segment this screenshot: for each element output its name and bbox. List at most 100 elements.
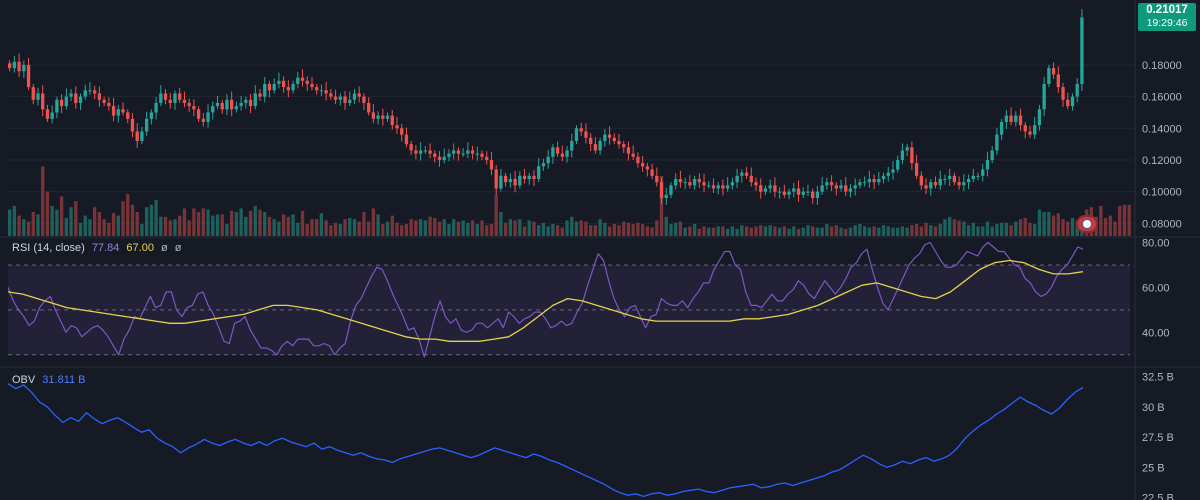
- volume-bar: [107, 222, 111, 236]
- volume-bar: [50, 206, 54, 236]
- candle-body: [433, 153, 437, 157]
- volume-bar: [763, 226, 768, 236]
- volume-bar: [102, 219, 106, 236]
- volume-bar: [990, 226, 994, 236]
- volume-bar: [263, 212, 267, 236]
- volume-bar: [1018, 219, 1023, 236]
- candle-body: [390, 115, 394, 126]
- volume-bar: [291, 214, 295, 236]
- volume-bar: [896, 227, 900, 236]
- candle-body: [834, 185, 838, 189]
- volume-bar: [655, 220, 659, 236]
- volume-bar: [64, 218, 68, 236]
- candle-body: [844, 185, 848, 192]
- volume-bar: [45, 191, 50, 236]
- candle-body: [532, 175, 536, 179]
- volume-bar: [1056, 213, 1060, 236]
- candle-body: [612, 137, 616, 141]
- volume-bar: [773, 226, 777, 236]
- candle-body: [527, 175, 531, 179]
- rsi-legend[interactable]: RSI (14, close) 77.84 67.00 ø ø: [12, 242, 186, 254]
- volume-bar: [910, 225, 914, 236]
- candle-body: [367, 102, 371, 113]
- candle-body: [338, 96, 342, 100]
- volume-bar: [900, 226, 905, 236]
- volume-bar: [296, 222, 300, 236]
- price-tick-label: 0.16000: [1142, 92, 1182, 104]
- candle-body: [154, 102, 158, 113]
- volume-bar: [230, 210, 234, 236]
- volume-bar: [603, 222, 607, 236]
- volume-bar: [914, 224, 919, 236]
- volume-bar: [499, 212, 503, 236]
- volume-bar: [560, 227, 564, 236]
- volume-bar: [442, 219, 446, 236]
- candle-body: [910, 147, 914, 164]
- candle-body: [376, 115, 380, 119]
- obv-legend[interactable]: OBV 31.811 B: [12, 374, 90, 386]
- rsi-tick-label: 60.00: [1142, 282, 1170, 294]
- volume-bar: [867, 227, 872, 236]
- candle-body: [617, 140, 621, 145]
- volume-bar: [144, 207, 149, 236]
- volume-bar: [1033, 224, 1037, 236]
- candle-body: [357, 93, 361, 97]
- volume-bar: [447, 224, 451, 236]
- candle-body: [466, 150, 470, 154]
- candle-body: [711, 185, 716, 189]
- candle-body: [565, 150, 569, 157]
- candle-body: [69, 93, 73, 97]
- volume-bar: [267, 216, 272, 236]
- candle-body: [286, 87, 291, 91]
- candle-body: [796, 188, 801, 195]
- volume-bar: [640, 224, 645, 236]
- volume-bar: [607, 226, 612, 236]
- volume-bar: [248, 210, 253, 236]
- candle-body: [541, 163, 546, 167]
- volume-bar: [225, 224, 229, 236]
- rsi-pane[interactable]: [7, 241, 1130, 358]
- candle-body: [981, 169, 985, 176]
- us-flag-icon[interactable]: [1076, 215, 1098, 233]
- volume-bar: [777, 227, 782, 236]
- obv-pane[interactable]: [7, 383, 1084, 498]
- candle-body: [59, 99, 64, 107]
- candle-body: [50, 112, 54, 119]
- candle-body: [348, 99, 352, 103]
- volume-bar: [674, 222, 678, 236]
- rsi-tick-label: 40.00: [1142, 327, 1170, 339]
- candle-body: [196, 109, 201, 119]
- candle-body: [560, 153, 564, 157]
- volume-bar: [466, 222, 470, 236]
- volume-bar: [433, 218, 437, 236]
- candle-body: [442, 156, 446, 160]
- volume-bar: [300, 210, 305, 236]
- candle-body: [187, 102, 191, 107]
- candle-body: [31, 87, 35, 100]
- candle-body: [659, 182, 664, 198]
- volume-bar: [404, 224, 409, 236]
- volume-bar: [976, 226, 980, 236]
- volume-bar: [74, 201, 78, 236]
- candle-body: [929, 182, 933, 189]
- price-candles[interactable]: [8, 9, 1084, 205]
- volume-bar: [36, 214, 40, 236]
- candle-body: [740, 172, 744, 176]
- candle-body: [546, 156, 550, 164]
- candle-body: [811, 191, 815, 198]
- volume-bar: [565, 220, 569, 236]
- candle-body: [381, 115, 385, 119]
- candle-body: [220, 102, 224, 110]
- volume-bar: [853, 225, 857, 236]
- price-axis[interactable]: 0.18000 0.16000 0.14000 0.12000 0.10000 0.080…: [1142, 60, 1182, 500]
- volume-bar: [806, 225, 810, 236]
- candle-body: [253, 93, 257, 107]
- candle-body: [395, 125, 399, 129]
- volume-bar: [811, 226, 815, 236]
- volume-bar: [721, 226, 725, 236]
- candle-body: [589, 137, 593, 145]
- candle-body: [631, 153, 635, 157]
- candle-body: [948, 175, 952, 179]
- volume-bar: [258, 209, 262, 236]
